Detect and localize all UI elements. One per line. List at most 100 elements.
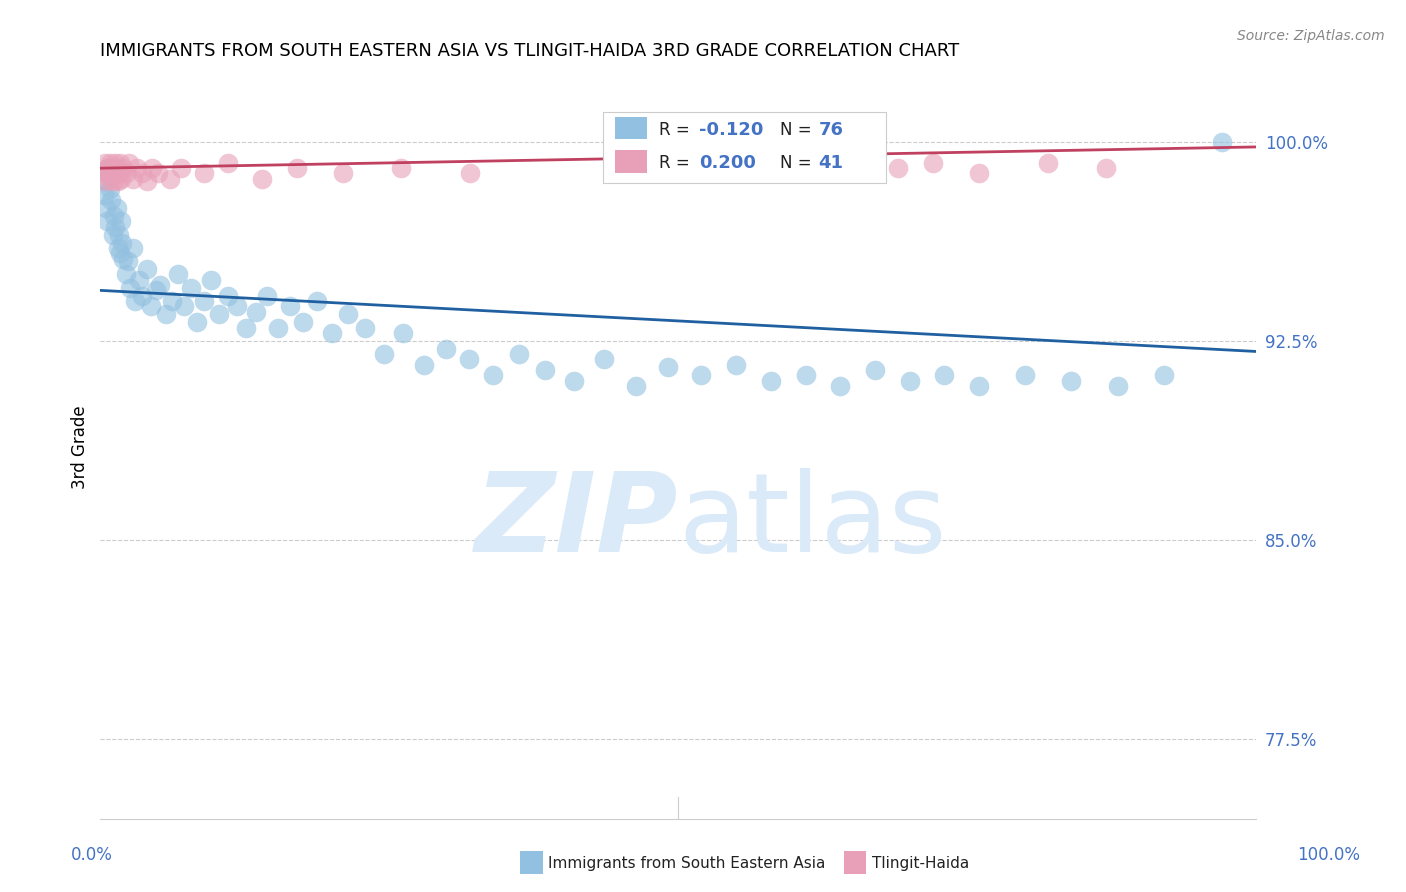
Point xyxy=(1038,156,1060,170)
Point xyxy=(245,304,267,318)
Point xyxy=(141,161,163,176)
Text: ZIP: ZIP xyxy=(475,468,678,575)
Point xyxy=(830,379,852,393)
Text: R =: R = xyxy=(659,120,689,138)
Point xyxy=(97,161,120,176)
Point xyxy=(124,293,146,308)
Point xyxy=(373,347,395,361)
Text: Tlingit-Haida: Tlingit-Haida xyxy=(872,856,969,871)
Point xyxy=(96,214,118,228)
Point xyxy=(135,174,157,188)
Point xyxy=(94,156,117,170)
Point xyxy=(98,182,121,196)
Point xyxy=(898,374,921,388)
Point xyxy=(145,284,167,298)
Point xyxy=(131,167,153,181)
Point xyxy=(434,342,457,356)
Point xyxy=(759,374,782,388)
Y-axis label: 3rd Grade: 3rd Grade xyxy=(72,405,89,489)
Point xyxy=(482,368,505,383)
Text: atlas: atlas xyxy=(678,468,946,575)
Point xyxy=(225,299,247,313)
Text: N =: N = xyxy=(780,154,811,172)
Point xyxy=(135,262,157,277)
Point xyxy=(186,315,208,329)
Point xyxy=(105,161,128,176)
Point xyxy=(127,161,149,176)
Point xyxy=(155,307,177,321)
Point xyxy=(458,352,481,367)
Point xyxy=(830,156,852,170)
Point xyxy=(160,293,183,308)
Text: -0.120: -0.120 xyxy=(699,120,763,138)
Point xyxy=(128,273,150,287)
Point xyxy=(101,167,124,181)
Text: R =: R = xyxy=(659,154,689,172)
Text: 76: 76 xyxy=(818,120,844,138)
Point xyxy=(104,156,127,170)
Point xyxy=(110,214,132,228)
Point xyxy=(256,288,278,302)
Point xyxy=(110,171,132,186)
Point xyxy=(508,347,530,361)
Point xyxy=(101,167,124,181)
Point xyxy=(887,161,910,176)
Point xyxy=(1107,379,1129,393)
FancyBboxPatch shape xyxy=(614,117,647,139)
Point xyxy=(100,193,122,207)
Text: IMMIGRANTS FROM SOUTH EASTERN ASIA VS TLINGIT-HAIDA 3RD GRADE CORRELATION CHART: IMMIGRANTS FROM SOUTH EASTERN ASIA VS TL… xyxy=(100,42,960,60)
Point xyxy=(967,379,990,393)
Point xyxy=(657,360,679,375)
Point xyxy=(193,293,215,308)
Point xyxy=(159,171,181,186)
Point xyxy=(250,171,273,186)
Point xyxy=(94,201,117,215)
Point xyxy=(107,174,129,188)
Point xyxy=(392,326,415,340)
Point xyxy=(354,320,377,334)
Point xyxy=(725,358,748,372)
Point xyxy=(107,241,129,255)
Point xyxy=(94,174,117,188)
Point xyxy=(193,167,215,181)
Text: N =: N = xyxy=(780,120,811,138)
Point xyxy=(235,320,257,334)
Point xyxy=(118,156,141,170)
Point xyxy=(1095,161,1118,176)
Point xyxy=(389,161,412,176)
Point xyxy=(624,379,647,393)
Text: Source: ZipAtlas.com: Source: ZipAtlas.com xyxy=(1237,29,1385,43)
FancyBboxPatch shape xyxy=(614,151,647,173)
Point xyxy=(111,235,134,250)
Point xyxy=(121,241,143,255)
Point xyxy=(291,315,314,329)
Point xyxy=(101,227,124,242)
Point xyxy=(921,156,943,170)
Point xyxy=(285,161,308,176)
Point xyxy=(217,288,239,302)
Point xyxy=(166,268,188,282)
Point xyxy=(105,201,128,215)
Point xyxy=(100,171,122,186)
Point xyxy=(146,167,169,181)
Text: Immigrants from South Eastern Asia: Immigrants from South Eastern Asia xyxy=(548,856,825,871)
Point xyxy=(149,278,172,293)
Point xyxy=(93,167,115,181)
Point xyxy=(103,174,125,188)
Point xyxy=(305,293,328,308)
Point xyxy=(200,273,222,287)
FancyBboxPatch shape xyxy=(603,112,886,183)
Point xyxy=(131,288,153,302)
Point xyxy=(101,161,124,176)
Point xyxy=(1153,368,1175,383)
Point xyxy=(108,167,131,181)
Point xyxy=(180,281,202,295)
Text: 41: 41 xyxy=(818,154,844,172)
Point xyxy=(93,187,115,202)
Text: 0.200: 0.200 xyxy=(699,154,756,172)
Point xyxy=(108,246,131,260)
Point xyxy=(217,156,239,170)
Point xyxy=(170,161,193,176)
Point xyxy=(104,219,127,234)
Point xyxy=(141,299,163,313)
